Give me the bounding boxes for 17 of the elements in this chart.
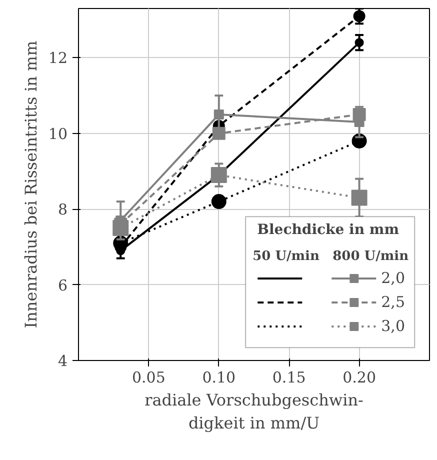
x-tick-label: 0.05: [132, 368, 166, 386]
y-tick-label: 4: [58, 352, 68, 370]
x-tick-label: 0.15: [272, 368, 306, 386]
annotation: 50 U/min: [252, 248, 320, 264]
x-axis-title: radiale Vorschubgeschwin- digkeit in mm/U: [144, 390, 364, 432]
legend-title: Blechdicke in mm: [257, 222, 400, 238]
y-tick-label: 10: [48, 124, 68, 143]
legend-label: 3,0: [381, 317, 405, 335]
x-tick-label: 0.10: [202, 368, 236, 386]
y-axis-title: Innenradius bei Risseintritts in mm: [21, 40, 40, 328]
y-tick-label: 8: [58, 200, 68, 219]
y-tick-label: 6: [58, 276, 68, 294]
legend-label: 2,0: [381, 269, 405, 287]
annotation: 800 U/min: [332, 248, 410, 264]
legend-label: 2,5: [381, 293, 405, 311]
x-tick-label: 0.20: [342, 368, 376, 386]
y-tick-label: 12: [48, 49, 68, 68]
